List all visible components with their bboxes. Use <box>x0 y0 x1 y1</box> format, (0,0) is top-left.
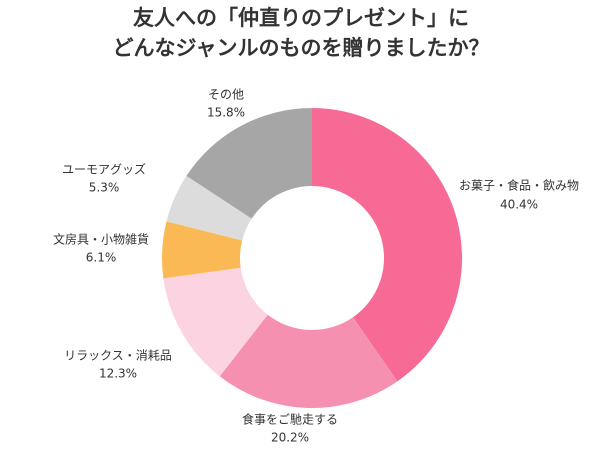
donut-slice <box>163 267 268 377</box>
slice-value-label: 20.2% <box>271 431 309 445</box>
donut-slice <box>166 175 252 241</box>
donut-slice <box>312 108 463 382</box>
slice-value-label: 6.1% <box>86 251 117 265</box>
slice-label: お菓子・食品・飲み物 <box>459 178 579 193</box>
slice-value-label: 15.8% <box>207 106 245 120</box>
slice-label: 文房具・小物雑貨 <box>53 232 149 247</box>
chart-title: どんなジャンルのものを贈りましたか？ <box>113 36 490 60</box>
slice-label: その他 <box>208 88 244 102</box>
slice-label: リラックス・消耗品 <box>64 349 172 363</box>
donut-slice <box>186 108 312 219</box>
slice-value-label: 5.3% <box>89 181 120 195</box>
slice-label: 食事をご馳走する <box>242 412 338 427</box>
slice-label: ユーモアグッズ <box>62 162 146 177</box>
chart-title: 友人への「仲直りのプレゼント」に <box>133 6 469 30</box>
donut-slice <box>162 221 243 279</box>
slice-value-label: 40.4% <box>500 198 538 212</box>
donut-slice <box>219 314 398 409</box>
slice-value-label: 12.3% <box>99 367 137 381</box>
